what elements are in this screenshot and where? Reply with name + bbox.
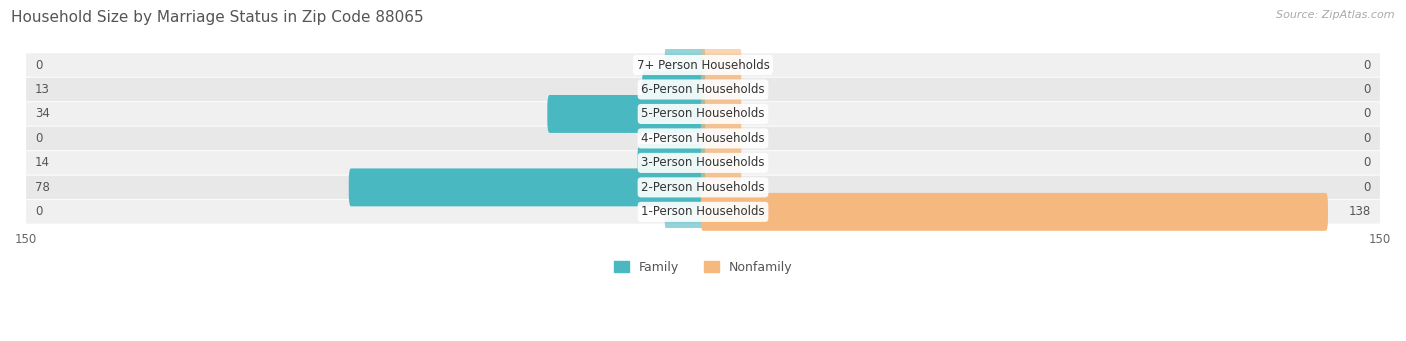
FancyBboxPatch shape (700, 46, 741, 84)
Text: 34: 34 (35, 107, 51, 120)
FancyBboxPatch shape (700, 71, 741, 108)
Text: 0: 0 (1364, 59, 1371, 72)
Text: 0: 0 (1364, 157, 1371, 169)
Text: 78: 78 (35, 181, 51, 194)
Text: 4-Person Households: 4-Person Households (641, 132, 765, 145)
Text: 0: 0 (1364, 107, 1371, 120)
FancyBboxPatch shape (27, 200, 1379, 224)
FancyBboxPatch shape (349, 168, 706, 206)
Text: Source: ZipAtlas.com: Source: ZipAtlas.com (1277, 10, 1395, 20)
Text: 0: 0 (35, 132, 42, 145)
Text: 14: 14 (35, 157, 51, 169)
FancyBboxPatch shape (27, 78, 1379, 101)
Text: 6-Person Households: 6-Person Households (641, 83, 765, 96)
Text: 13: 13 (35, 83, 51, 96)
FancyBboxPatch shape (547, 95, 706, 133)
Text: 0: 0 (1364, 83, 1371, 96)
Text: 0: 0 (35, 59, 42, 72)
FancyBboxPatch shape (700, 144, 741, 182)
Text: 5-Person Households: 5-Person Households (641, 107, 765, 120)
FancyBboxPatch shape (637, 144, 706, 182)
Text: 0: 0 (35, 205, 42, 218)
Text: Household Size by Marriage Status in Zip Code 88065: Household Size by Marriage Status in Zip… (11, 10, 423, 25)
Text: 0: 0 (1364, 181, 1371, 194)
FancyBboxPatch shape (643, 71, 706, 108)
FancyBboxPatch shape (700, 193, 1329, 231)
Text: 2-Person Households: 2-Person Households (641, 181, 765, 194)
FancyBboxPatch shape (27, 127, 1379, 150)
Text: 3-Person Households: 3-Person Households (641, 157, 765, 169)
FancyBboxPatch shape (700, 119, 741, 158)
Text: 7+ Person Households: 7+ Person Households (637, 59, 769, 72)
FancyBboxPatch shape (27, 151, 1379, 175)
FancyBboxPatch shape (27, 53, 1379, 77)
FancyBboxPatch shape (27, 102, 1379, 126)
Text: 0: 0 (1364, 132, 1371, 145)
Legend: Family, Nonfamily: Family, Nonfamily (609, 256, 797, 279)
FancyBboxPatch shape (665, 46, 706, 84)
FancyBboxPatch shape (700, 95, 741, 133)
Text: 138: 138 (1348, 205, 1371, 218)
Text: 1-Person Households: 1-Person Households (641, 205, 765, 218)
FancyBboxPatch shape (665, 119, 706, 158)
FancyBboxPatch shape (27, 176, 1379, 199)
FancyBboxPatch shape (700, 168, 741, 206)
FancyBboxPatch shape (665, 193, 706, 231)
